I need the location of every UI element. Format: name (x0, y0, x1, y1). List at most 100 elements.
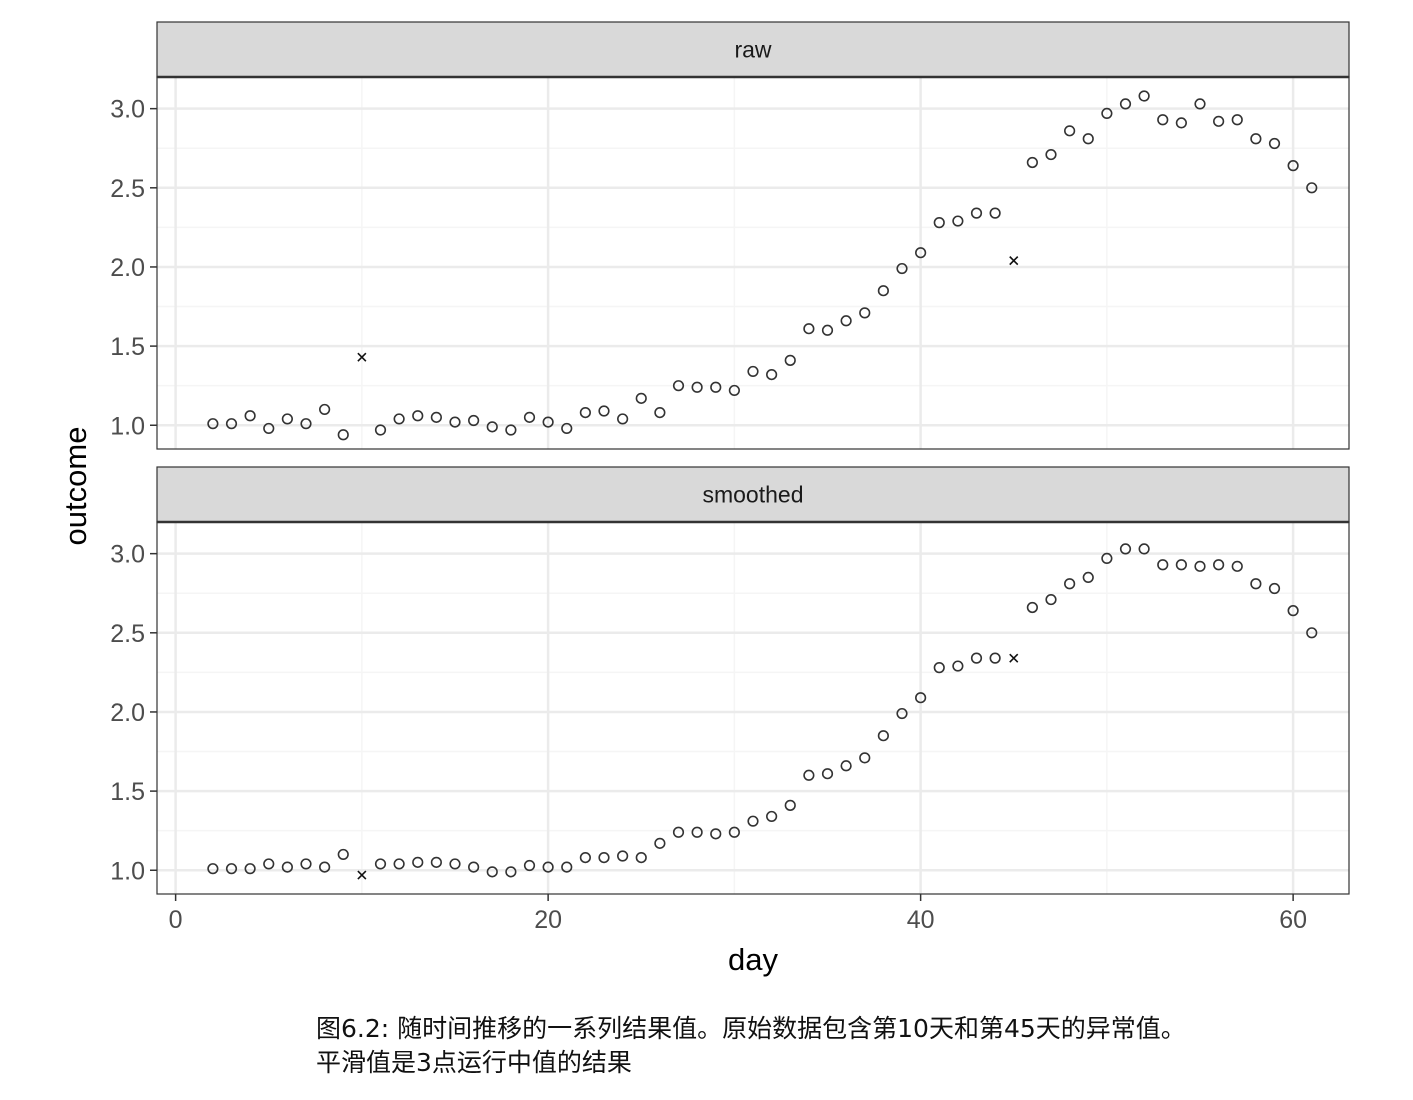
data-point (952, 660, 964, 672)
data-point (337, 429, 349, 441)
x-axis-title: day (728, 942, 778, 977)
data-point (263, 422, 275, 435)
data-point (1026, 156, 1038, 169)
data-point (1064, 125, 1076, 137)
data-point (691, 826, 703, 838)
data-point (319, 403, 331, 416)
data-point (952, 215, 964, 227)
data-point (840, 760, 852, 772)
data-point (877, 730, 889, 742)
data-point (859, 307, 871, 319)
anomaly-mark-stroke (357, 352, 367, 362)
y-tick-label: 3.0 (110, 541, 145, 569)
data-point (1101, 107, 1113, 120)
data-point (1194, 98, 1206, 110)
data-point (710, 828, 722, 840)
data-point (840, 315, 852, 327)
data-point (449, 858, 461, 870)
data-point (281, 861, 293, 873)
data-point (1045, 148, 1057, 161)
data-point (1306, 182, 1318, 194)
data-point (579, 406, 591, 419)
data-point (1157, 559, 1169, 571)
data-point (1268, 582, 1281, 595)
data-point (1138, 90, 1150, 102)
data-point (635, 392, 647, 404)
data-point (821, 324, 834, 336)
data-point (617, 413, 629, 425)
data-point (412, 410, 424, 422)
data-point (747, 815, 759, 827)
data-point (728, 826, 740, 838)
data-point (1119, 98, 1132, 110)
data-point (542, 861, 554, 873)
data-point (598, 851, 610, 864)
data-point (1045, 593, 1057, 606)
data-point (207, 863, 219, 875)
data-point (1119, 543, 1132, 555)
x-tick-label: 20 (534, 906, 562, 934)
data-point (486, 866, 498, 878)
data-point (635, 851, 647, 864)
data-point (970, 207, 983, 219)
data-point (542, 416, 554, 428)
data-point (784, 799, 796, 811)
data-point (579, 851, 591, 864)
data-point (784, 354, 796, 366)
panel-raw: raw 1.0 1.5 2.0 2.5 3.0 (110, 21, 1350, 450)
data-point (523, 859, 536, 872)
data-point (672, 826, 685, 838)
caption-line-1: 图6.2: 随时间推移的一系列结果值。原始数据包含第10天和第45天的异常值。 (316, 1014, 1186, 1043)
data-point (468, 861, 480, 873)
data-point (877, 285, 889, 297)
data-point (1101, 552, 1113, 565)
data-point (1306, 627, 1318, 639)
data-point (1157, 114, 1169, 126)
data-point (1213, 559, 1225, 571)
y-tick-label: 2.0 (110, 699, 145, 727)
data-point (672, 380, 685, 392)
anomaly-mark-stroke (357, 870, 367, 880)
y-tick-label: 1.0 (110, 857, 145, 885)
data-point (412, 856, 424, 868)
data-point (915, 692, 927, 704)
data-point (915, 247, 927, 259)
data-point (430, 856, 442, 868)
strip-label: raw (734, 37, 771, 63)
data-point (281, 413, 293, 425)
y-tick-label: 1.0 (110, 412, 145, 440)
data-point (1138, 543, 1150, 555)
data-point (896, 262, 908, 275)
data-point (989, 652, 1001, 664)
anomaly-point (1009, 653, 1019, 663)
data-point (244, 863, 256, 875)
data-point (896, 707, 908, 720)
caption-line-2: 平滑值是3点运行中值的结果 (316, 1048, 632, 1077)
data-point (300, 858, 312, 870)
data-point (933, 662, 945, 674)
figure-caption: 图6.2: 随时间推移的一系列结果值。原始数据包含第10天和第45天的异常值。 … (316, 1012, 1376, 1080)
data-point (337, 848, 349, 861)
data-point (561, 422, 573, 435)
strip-background (156, 466, 1350, 523)
strip-label: smoothed (702, 482, 803, 508)
y-axis-title: outcome (58, 427, 93, 546)
data-point (1064, 578, 1076, 590)
data-point (319, 861, 331, 873)
data-point (821, 768, 834, 780)
y-tick-label: 2.5 (110, 620, 145, 648)
data-point (803, 323, 815, 335)
data-point (1231, 114, 1243, 126)
data-point (1194, 560, 1206, 572)
data-point (561, 861, 573, 873)
data-point (710, 381, 722, 393)
data-point (859, 752, 871, 764)
anomaly-point (357, 870, 367, 880)
x-tick-label: 0 (169, 906, 183, 934)
data-point (374, 424, 387, 436)
data-point (747, 365, 759, 378)
data-point (1250, 578, 1262, 590)
data-point (300, 418, 312, 430)
data-point (1082, 571, 1094, 584)
anomaly-point (357, 352, 367, 362)
